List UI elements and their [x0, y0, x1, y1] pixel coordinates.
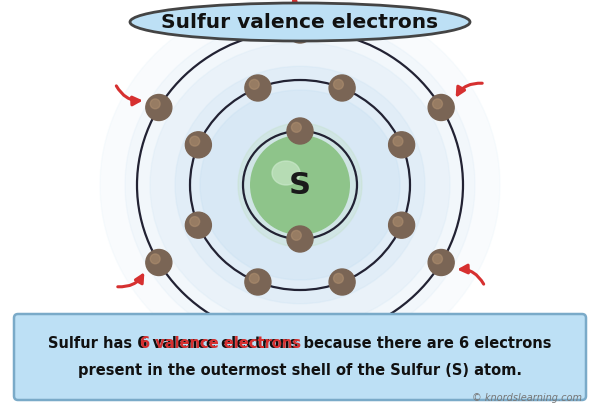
- Text: © knordslearning.com: © knordslearning.com: [472, 393, 582, 403]
- Circle shape: [292, 122, 301, 132]
- Ellipse shape: [175, 66, 425, 304]
- Circle shape: [146, 249, 172, 275]
- Ellipse shape: [100, 0, 500, 375]
- Circle shape: [389, 132, 415, 158]
- Text: Sulfur valence electrons: Sulfur valence electrons: [161, 12, 439, 31]
- Text: S: S: [289, 171, 311, 199]
- Ellipse shape: [150, 43, 450, 328]
- Circle shape: [389, 212, 415, 238]
- Circle shape: [292, 331, 301, 341]
- Circle shape: [150, 99, 160, 109]
- Circle shape: [238, 123, 362, 247]
- Ellipse shape: [125, 19, 475, 351]
- Circle shape: [292, 21, 301, 31]
- Circle shape: [334, 273, 343, 283]
- Circle shape: [329, 269, 355, 295]
- Circle shape: [245, 75, 271, 101]
- Circle shape: [287, 118, 313, 144]
- Circle shape: [287, 226, 313, 252]
- Ellipse shape: [130, 3, 470, 41]
- Text: present in the outermost shell of the Sulfur (S) atom.: present in the outermost shell of the Su…: [78, 363, 522, 377]
- Circle shape: [287, 17, 313, 43]
- Circle shape: [146, 95, 172, 121]
- Circle shape: [150, 254, 160, 264]
- Circle shape: [190, 216, 200, 226]
- Circle shape: [185, 212, 211, 238]
- Circle shape: [185, 132, 211, 158]
- Ellipse shape: [272, 161, 300, 185]
- Circle shape: [245, 269, 271, 295]
- Circle shape: [393, 216, 403, 226]
- Circle shape: [329, 75, 355, 101]
- Circle shape: [250, 135, 350, 235]
- Circle shape: [292, 230, 301, 240]
- Text: 6 valence electrons: 6 valence electrons: [140, 337, 301, 351]
- Circle shape: [190, 136, 200, 146]
- Circle shape: [287, 327, 313, 353]
- Circle shape: [433, 99, 442, 109]
- Circle shape: [250, 273, 259, 283]
- Circle shape: [428, 95, 454, 121]
- Circle shape: [393, 136, 403, 146]
- Circle shape: [433, 254, 442, 264]
- Circle shape: [250, 79, 259, 89]
- Ellipse shape: [200, 90, 400, 280]
- Circle shape: [334, 79, 343, 89]
- Text: Sulfur has 6 valence electrons because there are 6 electrons: Sulfur has 6 valence electrons because t…: [48, 337, 552, 351]
- FancyBboxPatch shape: [14, 314, 586, 400]
- Circle shape: [428, 249, 454, 275]
